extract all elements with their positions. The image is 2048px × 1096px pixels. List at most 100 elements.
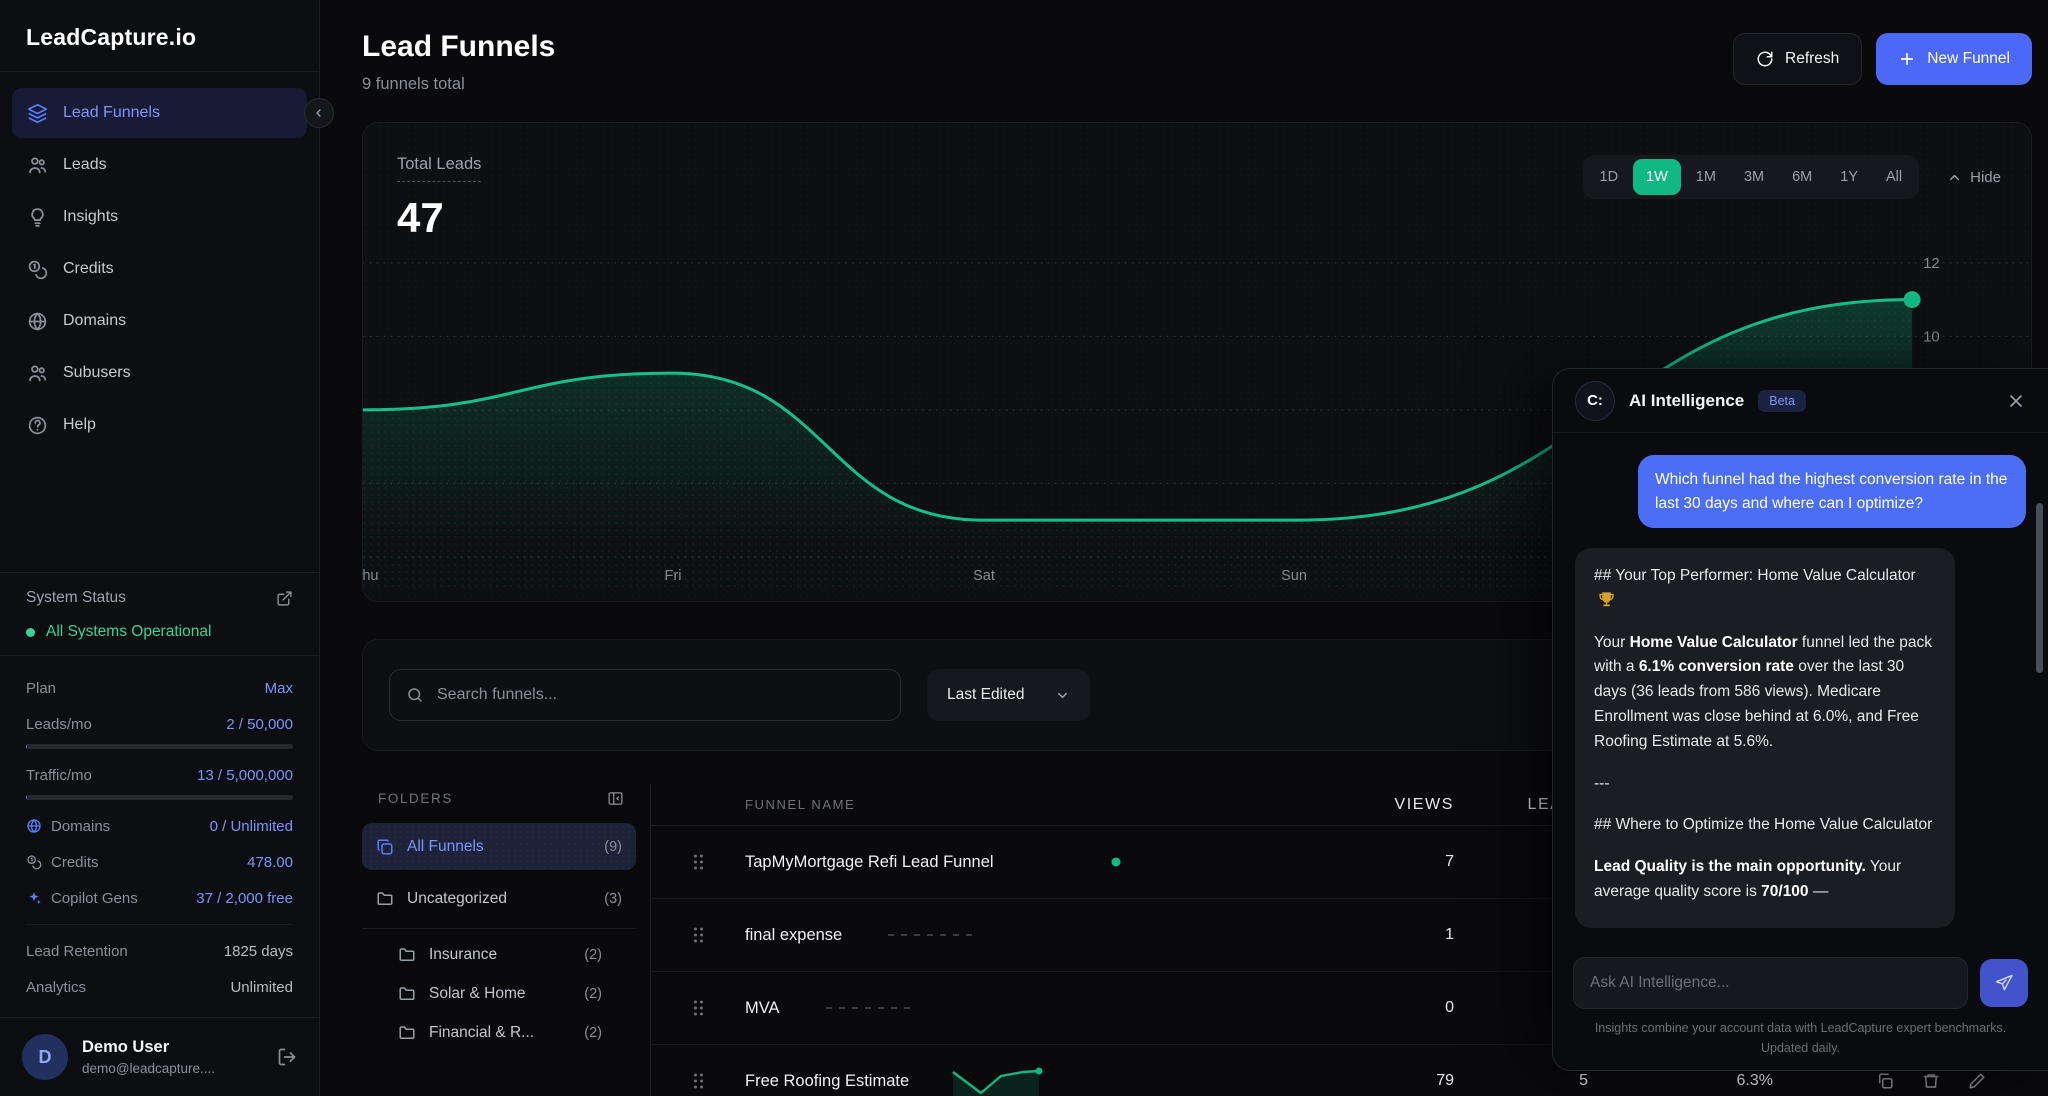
folder-uncategorized[interactable]: Uncategorized (3): [362, 875, 636, 922]
avatar: D: [22, 1034, 68, 1080]
sidebar-item-domains[interactable]: Domains: [12, 296, 307, 346]
range-6m[interactable]: 6M: [1792, 169, 1813, 185]
sidebar: LeadCapture.io Lead Funnels Leads Insigh…: [0, 0, 320, 1096]
folder-solar-home[interactable]: Solar & Home (2): [398, 980, 602, 1008]
sidebar-item-label: Insights: [63, 208, 119, 225]
range-1m[interactable]: 1M: [1695, 169, 1716, 185]
sidebar-item-lead-funnels[interactable]: Lead Funnels: [12, 88, 307, 138]
drag-handle-icon[interactable]: [651, 1072, 745, 1090]
assistant-message-bubble: ## Your Top Performer: Home Value Calcul…: [1575, 548, 1955, 928]
edit-icon[interactable]: [1968, 1072, 1986, 1090]
drag-handle-icon[interactable]: [651, 926, 745, 944]
col-funnel-name: FUNNEL NAME: [745, 797, 856, 812]
sidebar-item-subusers[interactable]: Subusers: [12, 348, 307, 398]
page-header: Lead Funnels 9 funnels total Refresh New…: [362, 30, 2032, 94]
range-1w[interactable]: 1W: [1633, 159, 1681, 195]
plan-value[interactable]: Max: [264, 679, 293, 697]
sidebar-item-leads[interactable]: Leads: [12, 140, 307, 190]
coins-icon: [26, 854, 42, 870]
panel-collapse-icon[interactable]: [607, 790, 624, 807]
trash-icon[interactable]: [1922, 1072, 1940, 1090]
funnel-search: [389, 669, 901, 721]
trophy-icon: [1598, 591, 1615, 608]
analytics-row: Analytics Unlimited: [26, 978, 293, 996]
ai-intelligence-panel: C: AI Intelligence Beta Which funnel had…: [1552, 368, 2048, 1071]
users-icon: [27, 155, 48, 176]
drag-handle-icon[interactable]: [651, 853, 745, 871]
ai-panel-title: AI Intelligence: [1629, 390, 1745, 410]
svg-text:10: 10: [1923, 328, 1940, 345]
range-all[interactable]: All: [1886, 169, 1903, 185]
ai-logo-icon: C:: [1575, 380, 1615, 421]
folder-financial[interactable]: Financial & R... (2): [398, 1019, 602, 1047]
sidebar-collapse-button[interactable]: [304, 98, 334, 128]
page-subtitle: 9 funnels total: [362, 75, 465, 93]
send-button[interactable]: [1980, 959, 2028, 1008]
sidebar-item-credits[interactable]: Credits: [12, 244, 307, 294]
ai-message-list[interactable]: Which funnel had the highest conversion …: [1553, 433, 2048, 943]
divider: [0, 655, 319, 656]
sidebar-item-help[interactable]: Help: [12, 400, 307, 450]
external-link-icon[interactable]: [276, 590, 293, 607]
total-leads-label: Total Leads: [397, 155, 482, 182]
chart-endpoint-dot: [1903, 291, 1921, 309]
sidebar-item-label: Help: [63, 416, 96, 433]
x-axis-label: Thu: [362, 568, 379, 584]
total-leads-value: 47: [397, 194, 444, 241]
scrollbar-thumb[interactable]: [2036, 503, 2043, 673]
sidebar-item-insights[interactable]: Insights: [12, 192, 307, 242]
duplicate-icon[interactable]: [1876, 1072, 1894, 1090]
range-1y[interactable]: 1Y: [1840, 169, 1859, 185]
send-icon: [1995, 975, 2013, 991]
range-1d[interactable]: 1D: [1599, 169, 1619, 185]
page-title: Lead Funnels: [362, 30, 556, 63]
plan-usage-block: Plan Max Leads/mo 2 / 50,000 Traffic/mo …: [0, 656, 319, 1017]
drag-handle-icon[interactable]: [651, 999, 745, 1017]
time-range-selector: 1D 1W 1M 3M 6M 1Y All: [1582, 155, 1920, 199]
new-funnel-button[interactable]: New Funnel: [1876, 33, 2032, 85]
plan-row: Plan Max: [26, 679, 293, 697]
sidebar-item-label: Credits: [63, 260, 114, 277]
funnel-name: Free Roofing Estimate: [745, 1071, 910, 1090]
domains-row: Domains 0 / Unlimited: [26, 808, 293, 844]
views-value: 0: [1445, 999, 1454, 1016]
conv-value: 6.3%: [1736, 1072, 1773, 1089]
hide-chart-button[interactable]: Hide: [1947, 169, 2001, 186]
globe-icon: [27, 311, 48, 332]
layers-icon: [27, 103, 48, 124]
user-message-bubble: Which funnel had the highest conversion …: [1638, 455, 2026, 529]
status-dot: [26, 627, 35, 637]
range-3m[interactable]: 3M: [1743, 169, 1765, 185]
col-views: VIEWS: [1394, 795, 1454, 813]
user-email: demo@leadcapture....: [82, 1061, 216, 1076]
refresh-button[interactable]: Refresh: [1733, 33, 1863, 85]
traffic-usage-bar: [26, 795, 293, 800]
sidebar-nav: Lead Funnels Leads Insights Credits Doma…: [0, 72, 319, 458]
divider: [362, 928, 636, 929]
divider: [0, 572, 319, 573]
table-row[interactable]: final expense 1: [651, 899, 2032, 972]
logout-icon[interactable]: [277, 1047, 297, 1067]
ai-chat-input[interactable]: [1573, 957, 1968, 1010]
chevron-up-icon: [1950, 174, 1960, 180]
ai-disclaimer: Insights combine your account data with …: [1594, 1021, 2007, 1055]
beta-badge: Beta: [1758, 389, 1806, 412]
sidebar-item-label: Lead Funnels: [63, 104, 160, 121]
user-profile[interactable]: D Demo User demo@leadcapture....: [0, 1018, 319, 1096]
help-circle-icon: [27, 415, 48, 436]
folder-icon: [399, 948, 415, 961]
close-icon[interactable]: [2006, 391, 2026, 411]
coins-icon: [27, 259, 48, 280]
svg-text:12: 12: [1923, 255, 1940, 272]
sort-dropdown[interactable]: Last Edited: [927, 669, 1090, 721]
divider: [0, 1017, 319, 1018]
search-input[interactable]: [437, 686, 884, 704]
folder-all-funnels[interactable]: All Funnels (9): [362, 823, 636, 870]
folder-insurance[interactable]: Insurance (2): [398, 941, 602, 969]
table-row[interactable]: Free Roofing Estimate 79 5 6.3%: [651, 1045, 2032, 1096]
funnel-sparkline-empty: [825, 1007, 912, 1009]
funnel-name: final expense: [745, 925, 843, 944]
folder-icon: [399, 987, 415, 1000]
folders-panel: FOLDERS All Funnels (9) Uncategorized (3…: [362, 784, 650, 1058]
